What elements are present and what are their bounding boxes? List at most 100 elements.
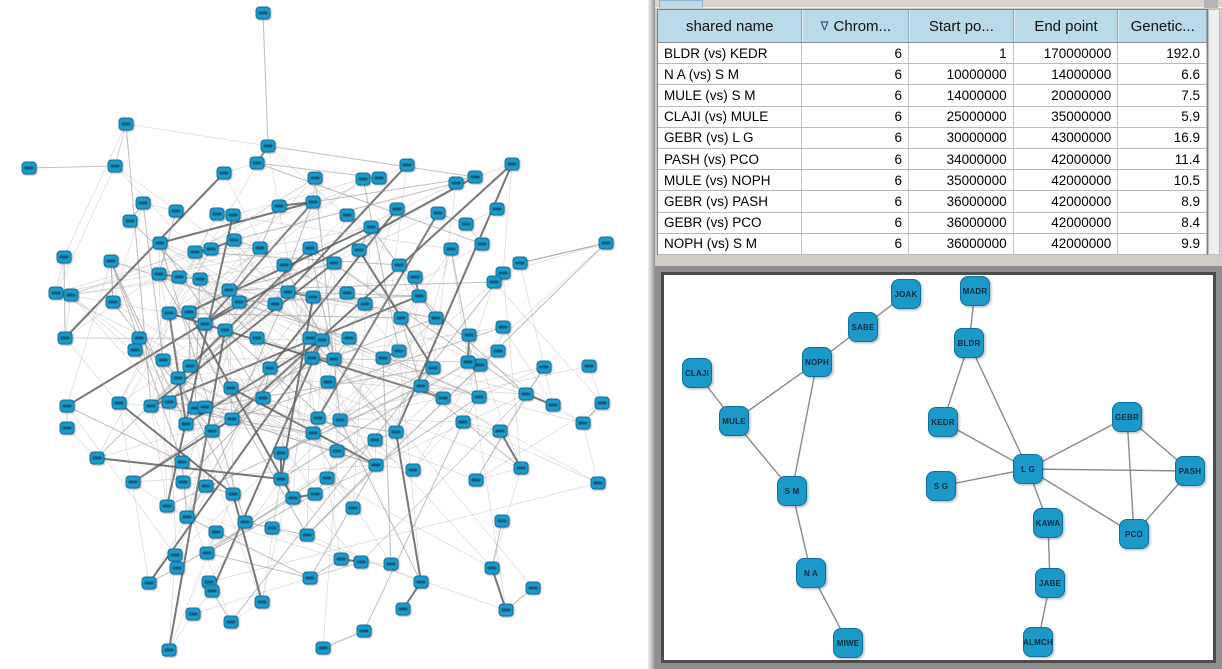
main-network-view[interactable] [0,0,648,669]
network-node[interactable] [332,413,348,427]
network-node[interactable] [498,603,514,617]
table-cell[interactable]: 25000000 [909,106,1014,127]
network-node[interactable] [492,424,508,438]
network-node[interactable] [141,576,157,590]
network-node[interactable] [302,571,318,585]
network-node[interactable] [411,289,427,303]
network-node[interactable] [594,396,610,410]
network-node[interactable] [471,390,487,404]
table-cell[interactable]: 14000000 [909,85,1014,106]
table-cell[interactable]: 36000000 [909,212,1014,233]
network-node[interactable] [63,288,79,302]
table-cell[interactable]: NOPH (vs) S M [658,233,803,254]
table-cell[interactable]: 42000000 [1014,233,1119,254]
node-na[interactable]: N A [796,558,826,588]
network-node[interactable] [490,344,506,358]
network-node[interactable] [314,333,330,347]
table-cell[interactable]: 6 [802,85,910,106]
table-cell[interactable]: CLAJI (vs) MULE [658,106,803,127]
network-node[interactable] [171,270,187,284]
table-row[interactable]: BLDR (vs) KEDR 6 1 170000000 192.0 [658,43,1207,65]
network-node[interactable] [252,241,268,255]
network-node[interactable] [231,295,247,309]
network-node[interactable] [57,331,73,345]
network-node[interactable] [383,557,399,571]
network-node[interactable] [455,415,471,429]
node-kawa[interactable]: KAWA [1033,508,1063,538]
table-cell[interactable]: 10000000 [909,64,1014,85]
network-node[interactable] [271,199,287,213]
network-node[interactable] [326,352,342,366]
network-node[interactable] [367,433,383,447]
network-node[interactable] [305,195,321,209]
table-cell[interactable]: PASH (vs) PCO [658,148,803,170]
network-node[interactable] [407,270,423,284]
network-node[interactable] [504,157,520,171]
table-cell[interactable]: GEBR (vs) PCO [658,212,803,233]
network-node[interactable] [355,172,371,186]
network-node[interactable] [353,555,369,569]
network-node[interactable] [467,170,483,184]
network-node[interactable] [273,446,289,460]
network-node[interactable] [152,236,168,250]
node-gebr[interactable]: GEBR [1112,402,1142,432]
table-cell[interactable]: 42000000 [1014,170,1119,191]
table-cell[interactable]: 6 [802,64,910,85]
network-node[interactable] [185,607,201,621]
table-cell[interactable]: 10.5 [1118,170,1207,191]
network-node[interactable] [388,425,404,439]
table-cell[interactable]: 170000000 [1014,43,1119,64]
node-mule[interactable]: MULE [719,406,749,436]
network-node[interactable] [198,479,214,493]
network-node[interactable] [161,643,177,657]
network-node[interactable] [122,214,138,228]
table-cell[interactable]: 1 [909,43,1014,64]
table-cell[interactable]: 5.9 [1118,106,1207,127]
network-node[interactable] [204,584,220,598]
network-node[interactable] [161,395,177,409]
column-header-chrom[interactable]: ∇ Chrom... [802,10,910,42]
network-node[interactable] [179,510,195,524]
table-cell[interactable]: 6 [802,170,910,191]
table-cell[interactable]: GEBR (vs) PASH [658,191,803,212]
network-node[interactable] [299,528,315,542]
network-node[interactable] [187,245,203,259]
table-row[interactable]: NOPH (vs) S M 6 36000000 42000000 9.9 [658,233,1207,255]
network-node[interactable] [48,286,64,300]
network-node[interactable] [224,412,240,426]
table-cell[interactable]: 6 [802,233,910,254]
network-node[interactable] [368,458,384,472]
table-cell[interactable]: 30000000 [909,127,1014,148]
network-node[interactable] [428,311,444,325]
network-node[interactable] [203,242,219,256]
network-node[interactable] [197,317,213,331]
column-header-genetic[interactable]: Genetic... [1118,10,1207,42]
network-node[interactable] [512,256,528,270]
network-node[interactable] [598,236,614,250]
network-node[interactable] [254,595,270,609]
network-node[interactable] [237,515,253,529]
table-cell[interactable]: 6 [802,148,910,170]
node-jabe[interactable]: JABE [1035,568,1065,598]
network-node[interactable] [545,398,561,412]
network-node[interactable] [273,472,289,486]
table-cell[interactable]: 6 [802,191,910,212]
network-node[interactable] [204,424,220,438]
table-tab-fragment[interactable] [659,0,703,8]
table-row[interactable]: MULE (vs) S M 6 14000000 20000000 7.5 [658,85,1207,107]
network-node[interactable] [393,311,409,325]
network-node[interactable] [371,171,387,185]
network-node[interactable] [221,283,237,297]
network-node[interactable] [59,399,75,413]
table-cell[interactable]: 11.4 [1118,148,1207,170]
network-node[interactable] [474,237,490,251]
network-node[interactable] [105,295,121,309]
node-lg[interactable]: L G [1013,454,1043,484]
network-node[interactable] [178,417,194,431]
table-cell[interactable]: MULE (vs) S M [658,85,803,106]
network-node[interactable] [199,546,215,560]
node-sm[interactable]: S M [777,476,807,506]
network-node[interactable] [391,258,407,272]
node-madr[interactable]: MADR [960,276,990,306]
network-node[interactable] [135,196,151,210]
